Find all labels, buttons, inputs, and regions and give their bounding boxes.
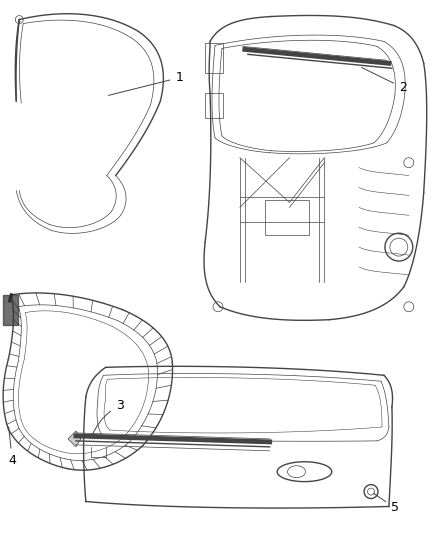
Polygon shape bbox=[68, 431, 81, 447]
Bar bbox=[265, 200, 309, 235]
Bar bbox=[205, 93, 223, 118]
Polygon shape bbox=[4, 295, 18, 325]
Text: 5: 5 bbox=[373, 493, 399, 514]
Text: 4: 4 bbox=[8, 427, 16, 467]
Text: 1: 1 bbox=[109, 71, 183, 95]
Bar bbox=[205, 43, 223, 73]
Text: 2: 2 bbox=[362, 68, 407, 94]
Text: 3: 3 bbox=[92, 399, 124, 437]
